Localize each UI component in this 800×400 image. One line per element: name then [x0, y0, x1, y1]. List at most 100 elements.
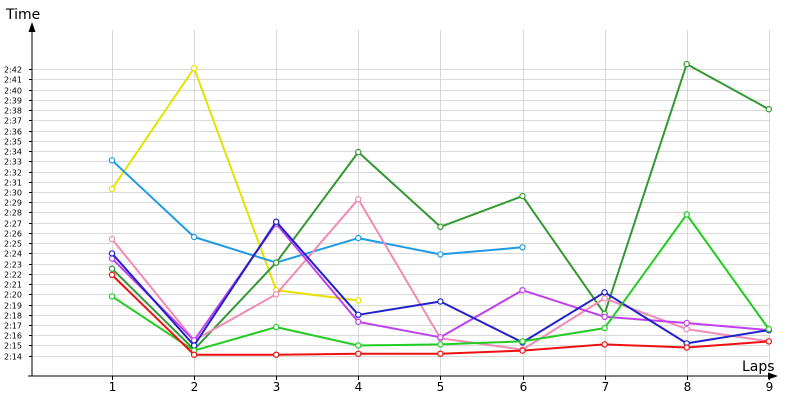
y-tick-label: 2:41	[4, 76, 22, 85]
data-point	[601, 324, 608, 332]
y-tick-label: 2:25	[4, 240, 22, 249]
y-tick-label: 2:32	[4, 169, 22, 178]
data-point	[683, 211, 690, 218]
y-tick-label: 2:35	[4, 138, 22, 147]
y-tick-label: 2:20	[4, 291, 22, 300]
data-point	[683, 344, 690, 351]
x-tick-label: 2	[191, 380, 199, 394]
y-tick-label: 2:31	[4, 179, 22, 188]
data-point	[437, 334, 444, 341]
data-point	[765, 325, 773, 333]
data-point	[601, 295, 608, 302]
y-tick-label: 2:38	[4, 107, 22, 116]
x-tick-label: 9	[766, 380, 774, 394]
data-point	[683, 60, 690, 68]
y-tick-label: 2:37	[4, 117, 22, 126]
data-point	[273, 351, 280, 358]
y-tick-label: 2:19	[4, 302, 22, 311]
vertical-gridlines	[112, 30, 770, 376]
y-tick-label: 2:28	[4, 209, 22, 218]
data-point	[108, 157, 116, 164]
data-point	[355, 297, 362, 304]
data-point	[273, 291, 280, 298]
y-tick-label: 2:14	[4, 353, 22, 362]
horizontal-gridlines	[33, 69, 770, 357]
series-line	[111, 159, 523, 264]
y-tick-label: 2:24	[4, 250, 22, 259]
data-point	[108, 235, 116, 243]
y-tick-label: 2:42	[4, 66, 22, 75]
x-tick-label: 3	[273, 380, 281, 394]
y-tick-label: 2:34	[4, 148, 22, 157]
y-tick-label: 2:16	[4, 332, 22, 341]
x-tick-label: 8	[684, 380, 692, 394]
series-lines	[108, 60, 773, 358]
series-line	[111, 67, 359, 302]
data-point	[519, 338, 526, 345]
y-tick-label: 2:26	[4, 230, 22, 239]
data-point	[108, 250, 116, 257]
data-point	[437, 223, 444, 230]
series-1	[108, 157, 526, 266]
y-tick-label: 2:27	[4, 220, 22, 229]
data-point	[108, 265, 116, 272]
series-7	[108, 271, 773, 358]
data-point	[108, 185, 116, 193]
data-point	[519, 192, 526, 200]
y-tick-label: 2:21	[4, 281, 22, 290]
x-tick-label: 5	[437, 380, 445, 394]
data-point	[355, 350, 362, 357]
x-axis-title: Laps	[742, 359, 775, 375]
data-point	[355, 195, 362, 203]
data-point	[601, 341, 608, 348]
data-point	[519, 287, 526, 294]
data-point	[190, 342, 198, 349]
y-tick-label: 2:30	[4, 189, 22, 198]
y-tick-label: 2:23	[4, 261, 22, 270]
y-tick-label: 2:18	[4, 312, 22, 321]
x-tick-label: 6	[520, 380, 528, 394]
x-axis-arrow	[768, 372, 778, 380]
data-point	[355, 342, 362, 349]
data-point	[355, 234, 362, 242]
data-point	[355, 311, 362, 318]
y-tick-label: 2:40	[4, 87, 22, 96]
y-tick-label: 2:17	[4, 322, 22, 331]
data-point	[437, 341, 444, 348]
data-point	[683, 319, 690, 327]
y-axis-title: Time	[5, 7, 40, 23]
y-axis-tick-labels: 2:14 2:152:162:172:182:19 2:202:212:222:23…	[4, 66, 32, 362]
data-point	[683, 325, 690, 333]
x-tick-label: 4	[355, 380, 363, 394]
data-point	[519, 347, 526, 354]
x-tick-label: 1	[109, 380, 117, 394]
y-tick-label: 2:29	[4, 199, 22, 208]
data-point	[108, 271, 116, 279]
data-point	[437, 251, 444, 258]
data-point	[355, 318, 362, 326]
data-point	[190, 233, 198, 241]
series-6	[108, 211, 773, 354]
y-tick-label: 2:15	[4, 342, 22, 351]
y-tick-label: 2:39	[4, 97, 22, 106]
data-point	[601, 289, 608, 296]
data-point	[273, 323, 280, 331]
data-point	[765, 105, 773, 113]
y-tick-label: 2:22	[4, 271, 22, 280]
data-point	[355, 148, 362, 156]
data-point	[190, 351, 198, 358]
y-tick-label: 2:33	[4, 158, 22, 167]
data-point	[273, 218, 280, 225]
data-point	[437, 298, 444, 305]
data-point	[190, 64, 198, 72]
x-tick-label: 7	[602, 380, 610, 394]
data-point	[108, 293, 116, 300]
series-0	[108, 64, 362, 304]
x-axis-tick-labels: 1 2 3 4 5 6 7 8 9	[109, 376, 774, 394]
data-point	[437, 350, 444, 357]
data-point	[765, 338, 773, 345]
data-point	[601, 313, 608, 320]
y-tick-label: 2:36	[4, 128, 22, 137]
data-point	[273, 259, 280, 266]
